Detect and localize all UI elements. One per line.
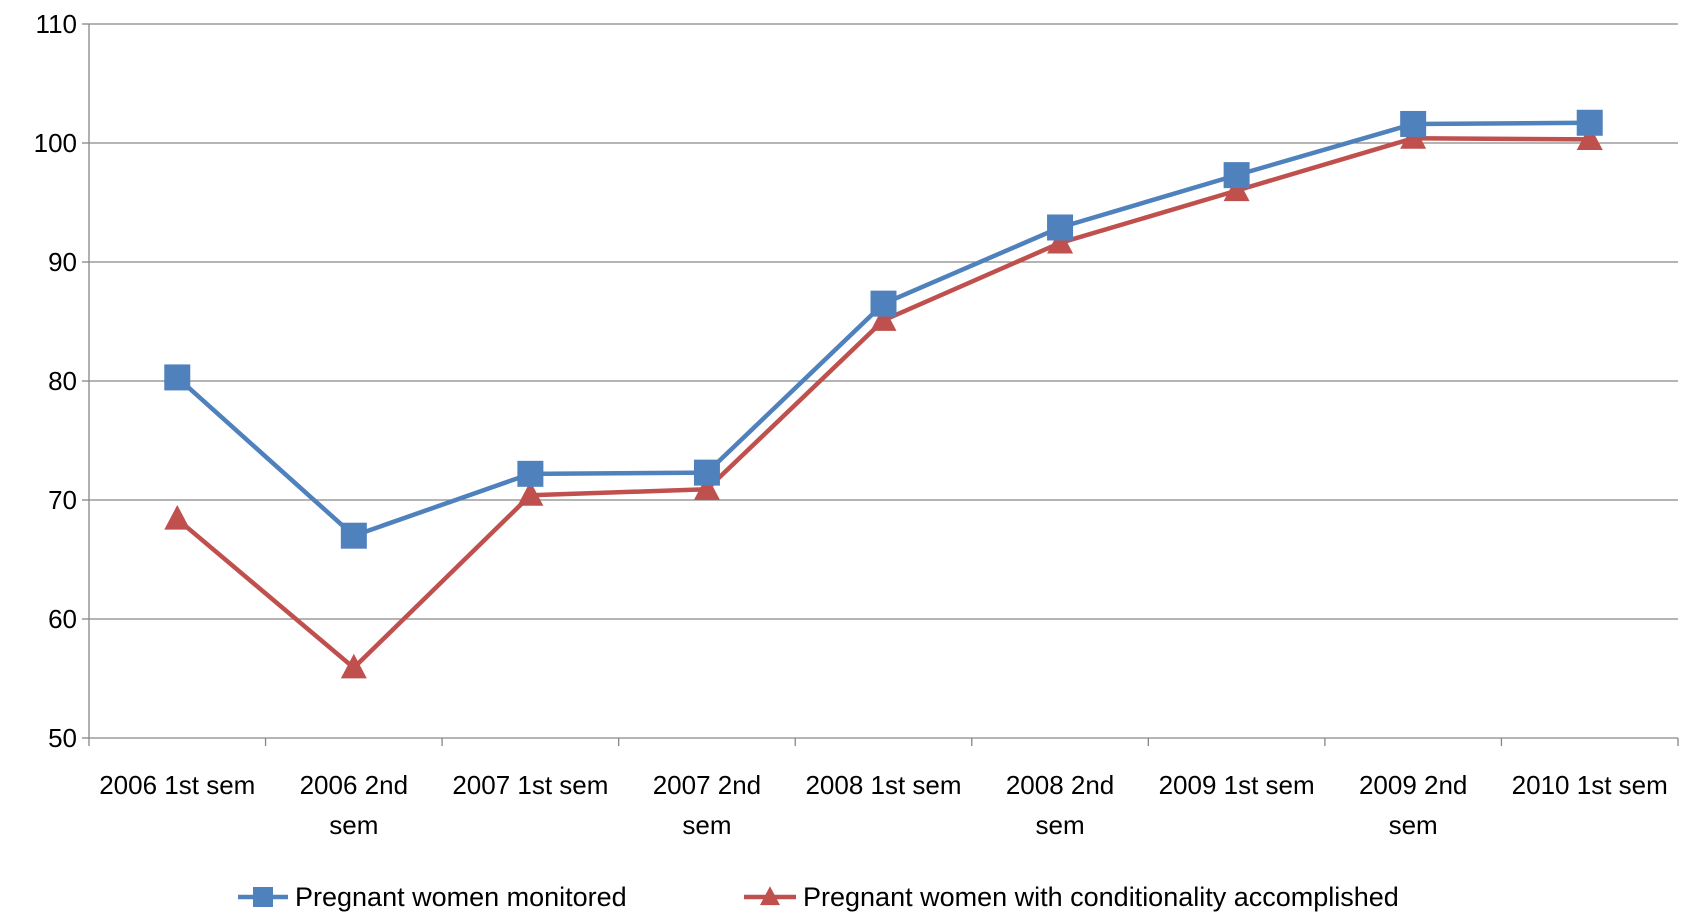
y-tick-label: 100 xyxy=(34,128,77,158)
gridlines xyxy=(89,23,1678,620)
x-tick-label: 2008 1st sem xyxy=(805,770,961,800)
x-tick-label: 2008 2nd sem xyxy=(1006,770,1114,840)
data-point-square xyxy=(1400,110,1427,137)
data-point-triangle xyxy=(1223,176,1250,202)
data-point-triangle xyxy=(870,306,897,331)
data-point-square xyxy=(693,459,720,486)
y-tick-label: 80 xyxy=(48,366,77,396)
x-tick-label: 2009 2nd sem xyxy=(1359,770,1467,840)
data-point-square xyxy=(870,290,897,317)
x-tick-label: 2009 1st sem xyxy=(1159,770,1315,800)
data-point-triangle xyxy=(1576,125,1603,150)
data-point-triangle xyxy=(1047,228,1074,254)
legend-marker-triangle xyxy=(760,886,780,906)
data-point-triangle xyxy=(340,653,367,679)
data-point-triangle xyxy=(517,481,544,506)
x-tick-label: 2007 1st sem xyxy=(452,770,608,800)
y-tick-label: 90 xyxy=(48,247,77,277)
data-point-square xyxy=(517,460,544,487)
x-tick-label: 2006 2nd sem xyxy=(300,770,408,840)
series-layer xyxy=(164,109,1603,679)
data-point-triangle xyxy=(693,475,720,500)
legend-item-2: Pregnant women with conditionality accom… xyxy=(744,882,1399,912)
x-tick-label: 2010 1st sem xyxy=(1512,770,1668,800)
legend-marker-square xyxy=(253,887,273,907)
y-tick-label: 50 xyxy=(48,723,77,753)
legend-label: Pregnant women with conditionality accom… xyxy=(803,882,1399,912)
legend-item-1: Pregnant women monitored xyxy=(238,882,627,912)
data-point-square xyxy=(1576,109,1603,136)
legend-label: Pregnant women monitored xyxy=(295,882,627,912)
series-line xyxy=(175,135,1590,671)
y-axis-tick-labels: 50 60 70 80 90 100 110 xyxy=(34,9,77,753)
y-tick-label: 70 xyxy=(48,485,77,515)
data-point-triangle xyxy=(164,505,191,530)
y-tick-label: 60 xyxy=(48,604,77,634)
axes xyxy=(82,23,1679,746)
data-point-square xyxy=(164,364,191,391)
x-tick-label: 2006 1st sem xyxy=(99,770,255,800)
series-1 xyxy=(164,109,1603,549)
data-point-square xyxy=(1047,214,1074,241)
data-point-square xyxy=(1223,162,1250,189)
series-2 xyxy=(164,124,1603,679)
y-tick-label: 110 xyxy=(36,9,77,39)
x-tick-label: 2007 2nd sem xyxy=(653,770,761,840)
data-point-square xyxy=(340,522,367,549)
x-axis-tick-labels: 2006 1st sem 2006 2nd sem 2007 1st sem 2007 … xyxy=(99,770,1668,840)
legend: Pregnant women monitored Pregnant women w… xyxy=(238,882,1399,912)
